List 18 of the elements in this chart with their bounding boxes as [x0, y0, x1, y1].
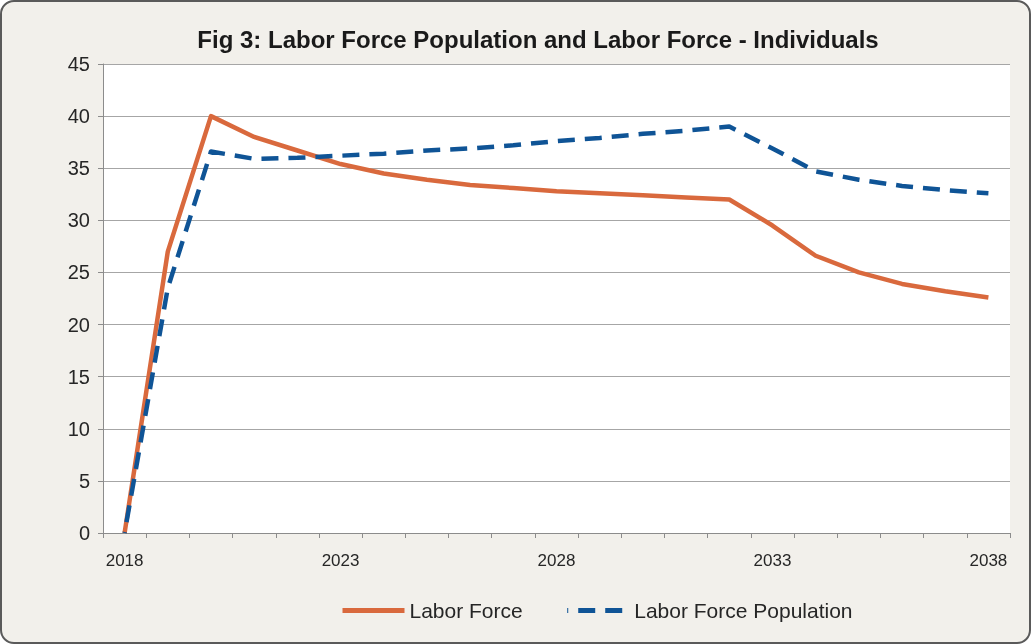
- legend-label: Labor Force: [409, 599, 523, 622]
- y-tick-label: 40: [67, 105, 90, 128]
- y-tick-label: 0: [78, 522, 90, 544]
- y-tick-label: 20: [67, 313, 90, 336]
- y-tick-label: 30: [67, 209, 90, 232]
- chart-title: Fig 3: Labor Force Population and Labor Force - Individuals: [197, 25, 879, 53]
- y-tick-label: 45: [67, 53, 90, 75]
- y-tick-label: 35: [67, 157, 90, 180]
- x-tick-label: 2028: [537, 551, 576, 570]
- x-tick-label: 2018: [105, 551, 144, 570]
- x-tick-label: 2038: [969, 551, 1008, 570]
- legend-label: Labor Force Population: [634, 599, 853, 622]
- x-tick-label: 2023: [321, 551, 360, 570]
- x-tick-label: 2033: [753, 551, 792, 570]
- y-tick-label: 10: [67, 417, 90, 440]
- y-tick-label: 5: [78, 469, 90, 492]
- y-tick-label: 15: [67, 365, 90, 388]
- y-tick-label: 25: [67, 261, 90, 284]
